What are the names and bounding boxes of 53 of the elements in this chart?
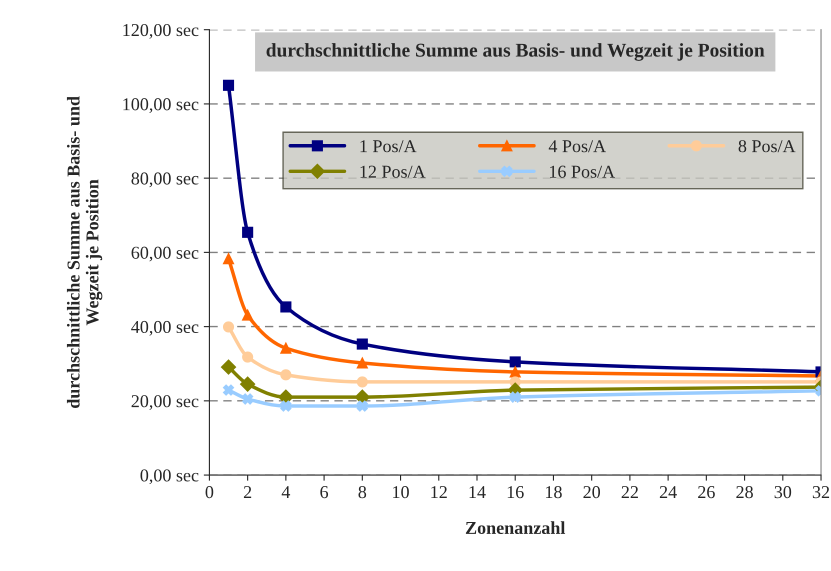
x-tick-label: 24	[660, 486, 677, 498]
point	[240, 376, 256, 392]
legend-label: 16 Pos/A	[550, 166, 615, 178]
x-tick-label: 4	[282, 486, 290, 498]
y-tick-label: 60,00 sec	[132, 246, 198, 262]
point	[356, 400, 368, 412]
legend-label: 8 Pos/A	[738, 140, 796, 152]
point	[356, 338, 368, 350]
y-tick-label: 80,00 sec	[131, 172, 198, 188]
x-tick-label: 22	[622, 486, 638, 498]
y-tick-label: 100,00 sec	[123, 98, 198, 113]
y-tick-label: 0,00 sec	[140, 469, 198, 484]
x-tick-label: 6	[320, 486, 328, 498]
point	[242, 351, 254, 363]
y-axis-title: durchschnittliche Summe aus Basis- und Wegzeit je Position	[66, 96, 102, 408]
point	[222, 80, 234, 91]
point	[280, 369, 292, 380]
x-tick-label: 2	[244, 486, 252, 498]
y-tick-label: 20,00 sec	[132, 395, 198, 410]
legend-label: 12 Pos/A	[360, 166, 426, 178]
point	[242, 310, 254, 321]
legend-label: 1 Pos/A	[360, 140, 416, 152]
point	[510, 356, 521, 368]
point	[356, 357, 368, 369]
x-tick-label: 28	[736, 486, 753, 498]
legend-label: 4 Pos/A	[548, 140, 606, 152]
y-tick-label: 120,00 sec	[123, 24, 198, 39]
point	[510, 392, 521, 403]
x-tick-label: 26	[698, 486, 715, 498]
point	[280, 342, 292, 354]
point	[280, 400, 292, 412]
x-axis-title: Zonenanzahl	[466, 521, 566, 534]
x-tick-label: 16	[508, 486, 524, 498]
x-tick-label: 14	[470, 486, 486, 498]
point	[220, 359, 236, 375]
x-tick-label: 8	[358, 486, 366, 498]
point	[222, 321, 234, 333]
point	[510, 366, 521, 378]
x-tick-label: 10	[393, 486, 409, 498]
x-tick-label: 20	[583, 486, 600, 498]
x-tick-label: 0	[206, 486, 214, 498]
point	[280, 301, 292, 312]
x-tick-label: 32	[812, 486, 830, 498]
x-tick-label: 30	[774, 486, 792, 498]
point	[242, 393, 254, 405]
x-tick-label: 18	[546, 486, 562, 498]
point	[222, 253, 234, 264]
text: durchschnittliche Summe aus Basis- und Wegzeit je Position	[266, 43, 764, 61]
x-tick-label: 12	[431, 486, 447, 498]
point	[356, 376, 368, 388]
point	[222, 384, 234, 396]
y-tick-label: 40,00 sec	[131, 320, 198, 336]
point	[242, 226, 254, 238]
